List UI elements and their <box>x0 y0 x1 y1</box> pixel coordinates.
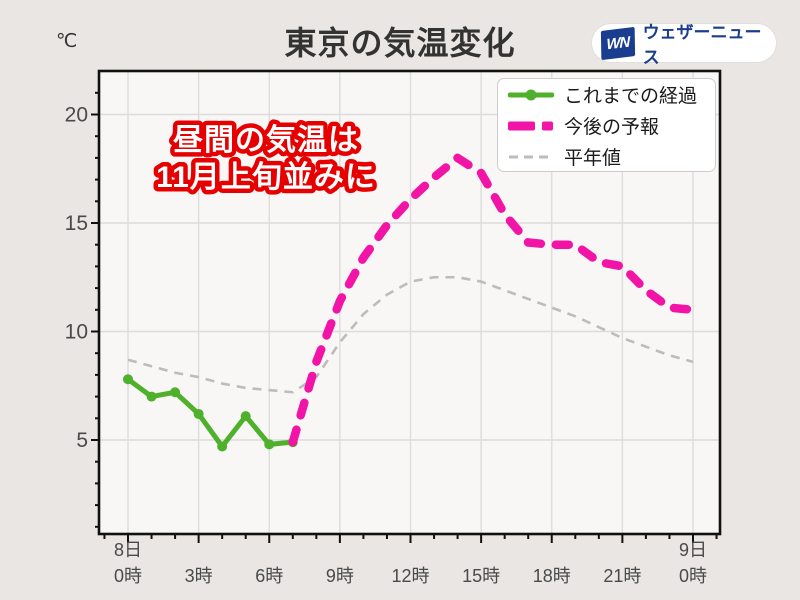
x-tick-label: 18時 <box>533 566 571 586</box>
y-axis-unit-label: ℃ <box>56 31 78 52</box>
weathernews-logo-text: ウェザーニュース <box>642 23 762 67</box>
y-tick-label: 5 <box>76 429 88 452</box>
chart-legend: これまでの経過 今後の予報平年値 <box>497 78 716 172</box>
x-tick-label: 3時 <box>185 566 213 586</box>
forecast-swatch-icon <box>508 119 554 131</box>
x-tick-label: 15時 <box>462 566 500 586</box>
y-tick-label: 10 <box>65 321 88 344</box>
x-tick-day-label: 8日 <box>114 540 142 560</box>
legend-label: 平年値 <box>564 147 622 169</box>
observed-point <box>170 387 181 398</box>
x-tick-label: 21時 <box>603 566 641 586</box>
observed-point <box>264 439 275 450</box>
x-tick-label: 12時 <box>391 566 429 586</box>
legend-item-forecast: 今後の予報 <box>508 112 705 138</box>
observed-point <box>217 441 228 452</box>
legend-label: 今後の予報 <box>564 116 660 138</box>
weathernews-logo: WN ウェザーニュース <box>592 23 776 67</box>
normal-line <box>127 275 694 394</box>
observed-swatch-icon <box>507 88 555 101</box>
legend-item-observed: これまでの経過 <box>507 81 705 107</box>
annotation-text: 昼間の気温は <box>173 124 359 157</box>
x-tick-label: 0時 <box>679 566 707 586</box>
annotation-text: 11月上旬並みに <box>156 161 376 194</box>
observed-point <box>240 411 251 422</box>
normal-swatch-icon <box>508 150 554 162</box>
page-title: 東京の気温変化 <box>284 25 516 61</box>
legend-item-normal: 平年値 <box>508 143 705 169</box>
legend-label: これまでの経過 <box>564 85 698 107</box>
forecast-line <box>288 153 698 447</box>
y-tick-label: 20 <box>65 104 88 127</box>
x-tick-label: 9時 <box>326 566 354 586</box>
observed-point <box>146 391 157 402</box>
y-tick-label: 15 <box>65 212 88 235</box>
observed-point <box>123 374 133 385</box>
x-tick-label: 6時 <box>255 566 283 586</box>
x-tick-day-label: 9日 <box>679 540 707 560</box>
x-tick-label: 0時 <box>114 566 142 586</box>
observed-point <box>193 408 204 419</box>
